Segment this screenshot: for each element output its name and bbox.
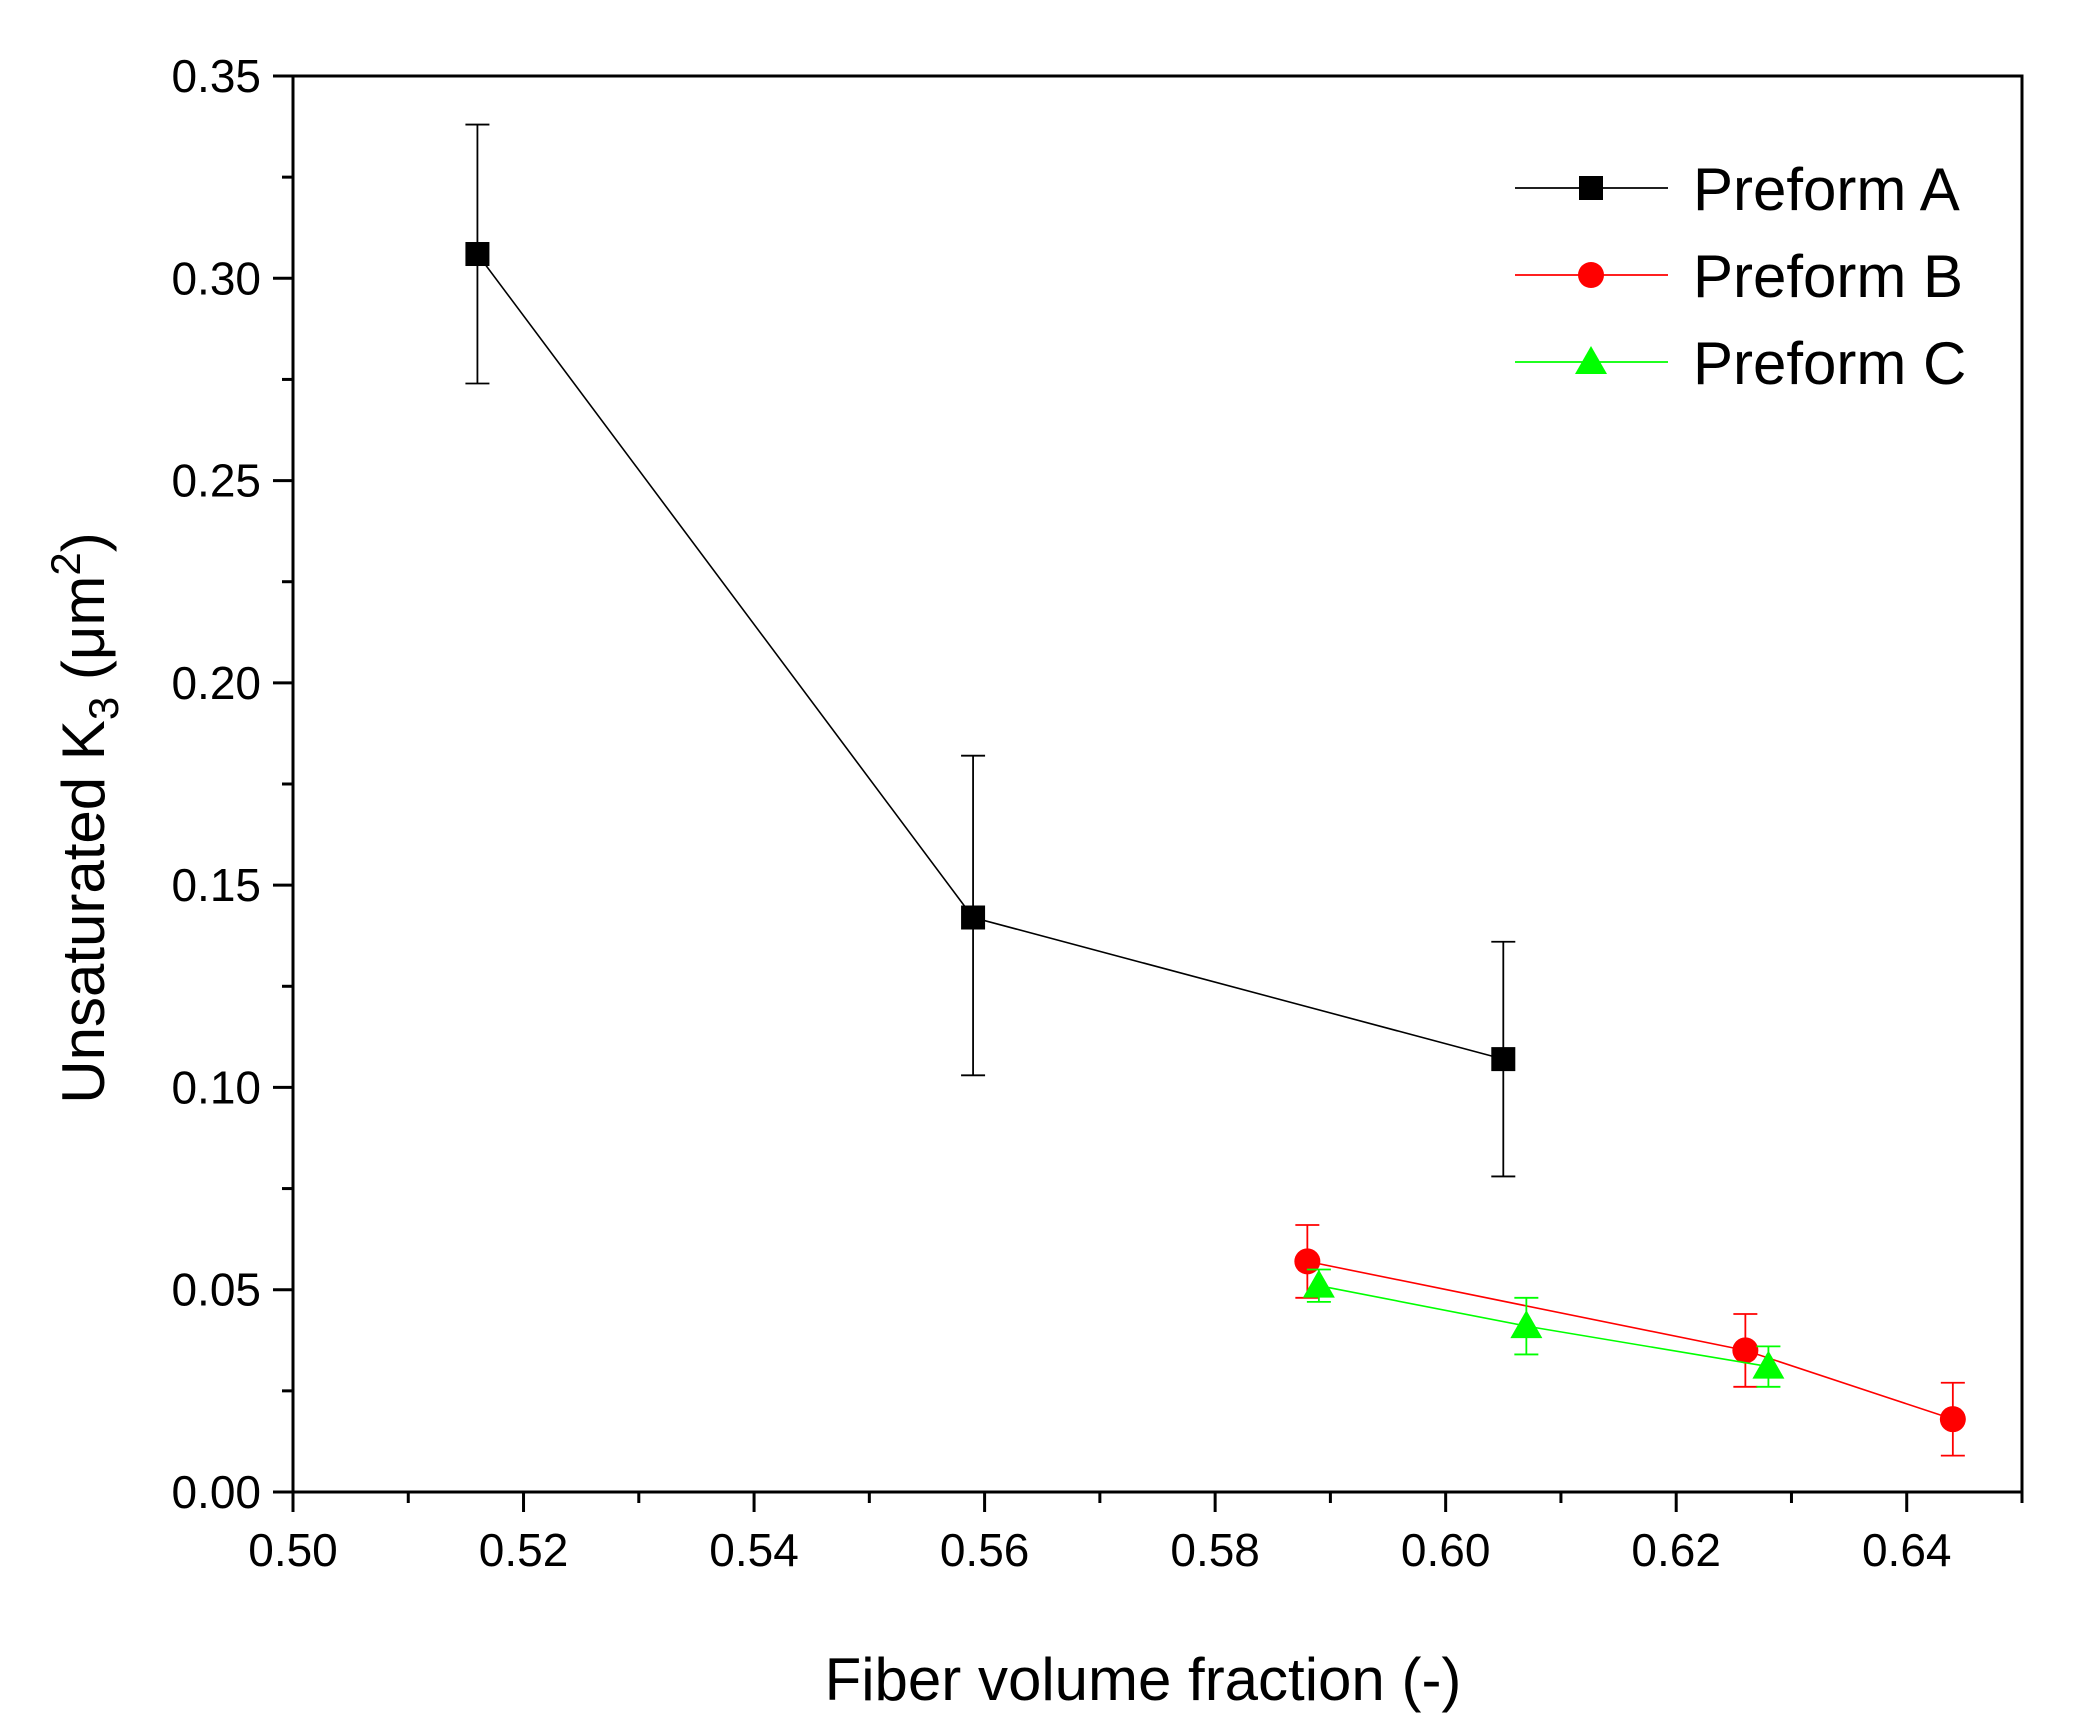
data-point <box>1510 1310 1543 1339</box>
legend-item-preform-a: Preform A <box>1515 156 1960 223</box>
series-preform-b <box>1294 1224 1966 1457</box>
x-tick-label: 0.56 <box>940 1524 1030 1576</box>
legend-marker <box>1575 346 1607 374</box>
y-tick-label: 0.15 <box>171 859 261 911</box>
y-axis-title-unit-open: (μm <box>50 576 117 697</box>
legend-item-preform-c: Preform C <box>1515 330 1966 397</box>
data-point <box>465 242 490 267</box>
y-axis-title-main: Unsaturated K <box>50 720 117 1104</box>
data-point <box>1939 1406 1966 1433</box>
series-line-preform-b <box>1307 1260 1954 1420</box>
y-axis-title: Unsaturated K3 (μm2) <box>42 532 127 1103</box>
data-point <box>1491 1047 1516 1072</box>
axes: 0.50 0.52 0.54 0.56 0.58 0.60 0.62 0.64 0.00 0.05… <box>171 50 2024 1576</box>
x-tick-label: 0.52 <box>479 1524 569 1576</box>
data-point <box>1302 1269 1335 1298</box>
y-tick-label: 0.00 <box>171 1466 261 1518</box>
y-tick-label: 0.35 <box>171 50 261 102</box>
legend-marker <box>1578 262 1604 288</box>
legend-label: Preform B <box>1693 243 1963 310</box>
plot-area <box>465 123 1966 1457</box>
legend-label: Preform C <box>1693 330 1966 397</box>
x-tick-label: 0.54 <box>709 1524 799 1576</box>
y-tick-label: 0.05 <box>171 1264 261 1316</box>
x-tick-label: 0.62 <box>1631 1524 1721 1576</box>
y-axis-title-unit-close: ) <box>50 532 117 552</box>
data-point <box>1752 1350 1785 1379</box>
x-tick-label: 0.58 <box>1170 1524 1260 1576</box>
y-tick-label: 0.10 <box>171 1061 261 1113</box>
y-tick-label: 0.25 <box>171 455 261 507</box>
x-tick-label: 0.50 <box>248 1524 338 1576</box>
x-tick-label: 0.64 <box>1862 1524 1952 1576</box>
legend-label: Preform A <box>1693 156 1960 223</box>
y-axis-title-subscript: 3 <box>80 697 127 720</box>
legend-item-preform-b: Preform B <box>1515 243 1963 310</box>
series-line-preform-c <box>1318 1284 1769 1368</box>
legend: Preform A Preform B Preform C <box>1515 156 1966 397</box>
series-preform-c <box>1302 1268 1785 1388</box>
series-preform-a <box>465 123 1516 1178</box>
y-axis-title-unit-superscript: 2 <box>42 552 89 575</box>
data-point <box>1732 1337 1759 1364</box>
x-tick-label: 0.60 <box>1401 1524 1491 1576</box>
x-axis-title: Fiber volume fraction (-) <box>825 1646 1462 1713</box>
y-tick-label: 0.20 <box>171 657 261 709</box>
y-tick-label: 0.30 <box>171 252 261 304</box>
data-point <box>961 905 986 930</box>
series-line-preform-a <box>476 253 1504 1060</box>
data-point <box>1294 1248 1321 1275</box>
legend-marker <box>1579 176 1603 200</box>
